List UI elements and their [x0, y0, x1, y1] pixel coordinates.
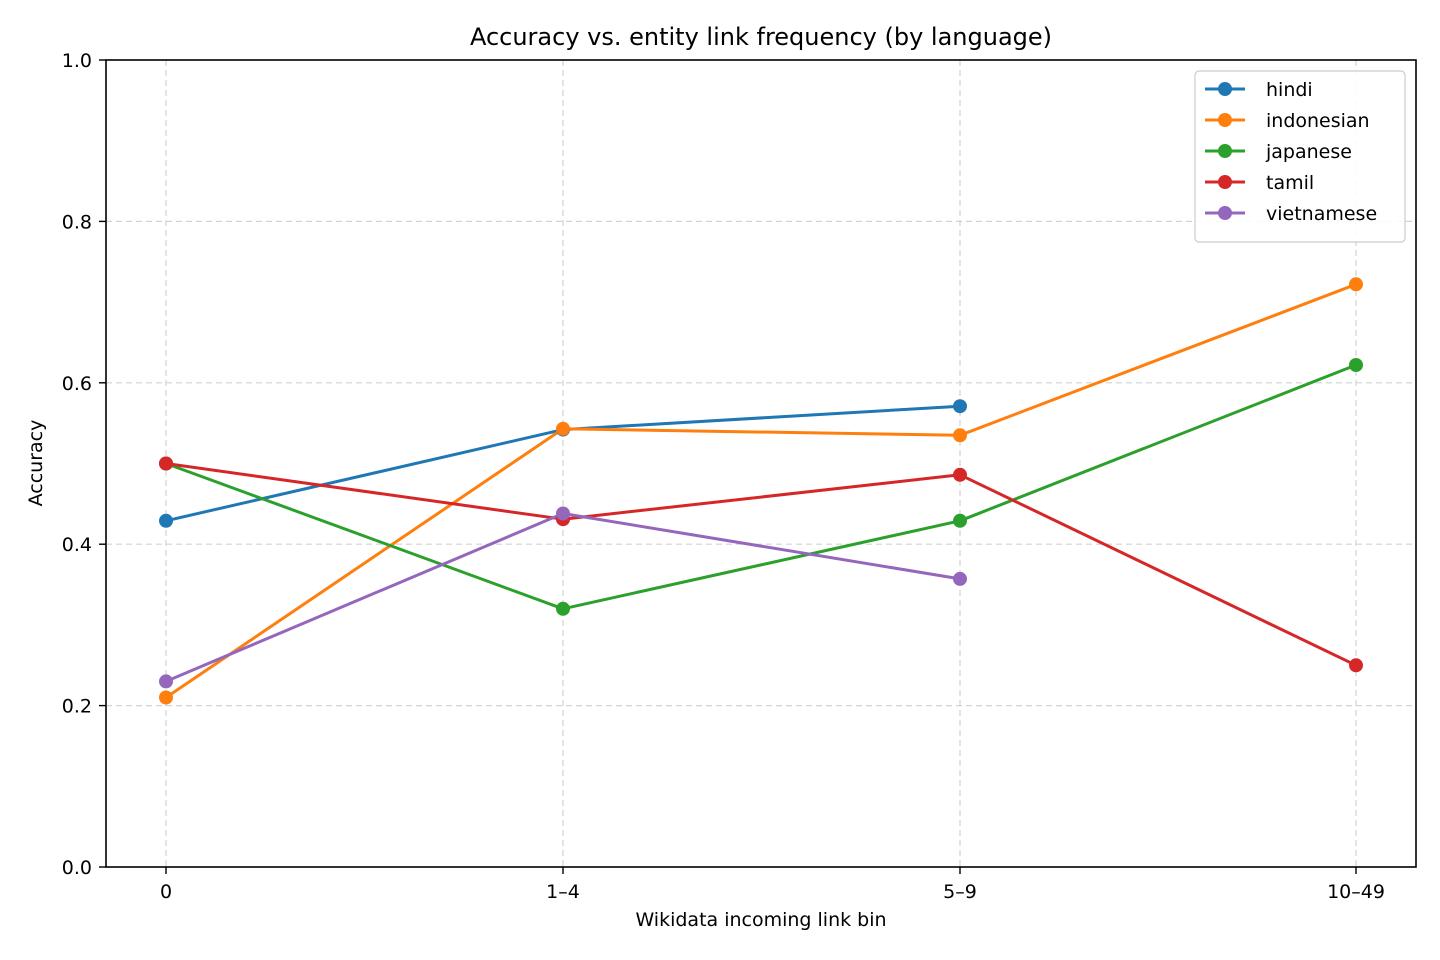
plot-frame — [105, 59, 1417, 868]
ticks: 0 1–4 5–9 10–49 0.0 0.2 0.4 0.6 0.8 1.0 — [62, 50, 1385, 903]
legend-entry-tamil: tamil — [1205, 172, 1314, 194]
x-tick-label: 1–4 — [546, 881, 580, 903]
y-tick-label: 0.2 — [62, 696, 92, 718]
legend-entry-indonesian: indonesian — [1205, 110, 1370, 132]
data-point-tamil — [1349, 658, 1363, 673]
x-tick-label: 10–49 — [1327, 881, 1385, 903]
data-point-vietnamese — [159, 674, 173, 689]
legend-label: hindi — [1266, 79, 1313, 101]
x-axis-label: Wikidata incoming link bin — [635, 909, 886, 931]
y-tick-label: 1.0 — [62, 50, 92, 72]
legend-label: indonesian — [1266, 110, 1370, 132]
data-point-indonesian — [556, 421, 570, 436]
y-tick-label: 0.4 — [62, 534, 92, 556]
series-layer — [159, 277, 1363, 705]
legend-entry-vietnamese: vietnamese — [1205, 203, 1377, 225]
legend-swatch-marker — [1218, 175, 1232, 189]
data-point-indonesian — [159, 690, 173, 705]
data-point-vietnamese — [953, 571, 967, 586]
data-point-hindi — [953, 399, 967, 414]
legend-box — [1194, 70, 1406, 243]
y-tick-label: 0.0 — [62, 857, 92, 879]
legend-entry-japanese: japanese — [1205, 141, 1352, 163]
x-tick-label: 0 — [160, 881, 172, 903]
series-line-vietnamese — [164, 512, 962, 683]
legend-entry-hindi: hindi — [1205, 79, 1313, 101]
y-tick-label: 0.8 — [62, 211, 92, 233]
legend-swatch-marker — [1218, 113, 1232, 127]
chart-title: Accuracy vs. entity link frequency (by l… — [470, 23, 1052, 51]
data-point-japanese — [1349, 358, 1363, 372]
data-point-indonesian — [1349, 277, 1363, 292]
legend-label: tamil — [1266, 172, 1314, 194]
legend-swatch-marker — [1218, 206, 1232, 220]
series-line-japanese — [164, 363, 1358, 611]
legend-label: vietnamese — [1266, 203, 1377, 225]
series-line-indonesian — [164, 282, 1358, 699]
x-tick-label: 5–9 — [943, 881, 977, 903]
y-axis-label: Accuracy — [25, 420, 47, 507]
y-tick-label: 0.6 — [62, 373, 92, 395]
data-point-japanese — [953, 513, 967, 528]
legend-label: japanese — [1265, 141, 1352, 163]
legend: hindi indonesian japanese tamil vietnamese — [1194, 70, 1406, 243]
legend-swatch-marker — [1218, 144, 1232, 158]
data-point-japanese — [556, 601, 570, 616]
legend-swatch-marker — [1218, 82, 1232, 96]
data-point-hindi — [159, 513, 173, 528]
series-line-tamil — [164, 462, 1358, 667]
data-point-indonesian — [953, 428, 967, 443]
data-point-tamil — [159, 456, 173, 471]
data-point-vietnamese — [556, 506, 570, 521]
data-point-tamil — [953, 467, 967, 482]
